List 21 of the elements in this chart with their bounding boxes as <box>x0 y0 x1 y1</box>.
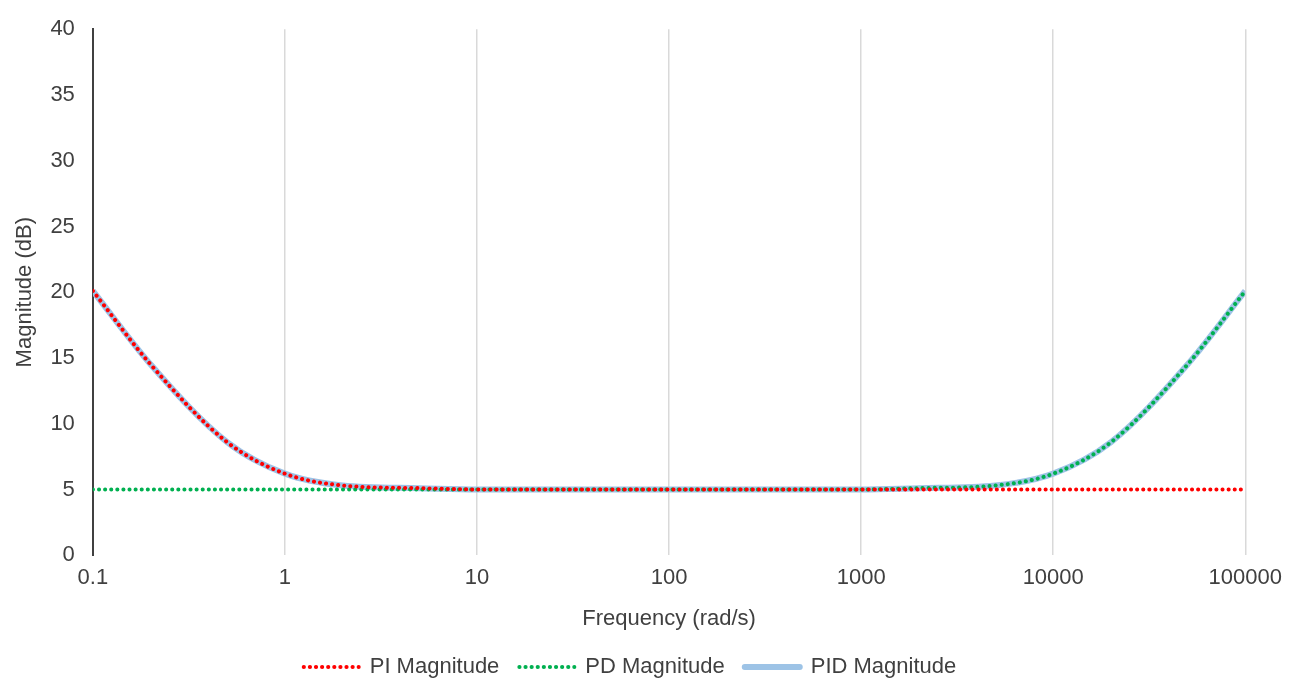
x-tick-label: 0.1 <box>77 564 109 590</box>
y-tick-label: 0 <box>62 541 75 567</box>
x-tick-label: 100000 <box>1208 564 1282 590</box>
x-tick-label: 10 <box>464 564 490 590</box>
x-tick-label: 100 <box>650 564 688 590</box>
legend-label: PID Magnitude <box>810 653 957 679</box>
x-tick-label: 10000 <box>1022 564 1084 590</box>
x-axis-title: Frequency (rad/s) <box>582 604 756 630</box>
y-tick-label: 40 <box>50 15 75 41</box>
y-tick-label: 10 <box>50 409 75 435</box>
y-tick-label: 25 <box>50 212 75 238</box>
legend-label: PI Magnitude <box>369 653 500 679</box>
y-axis-title: Magnitude (dB) <box>11 216 37 368</box>
y-tick-label: 20 <box>50 278 75 304</box>
y-tick-label: 15 <box>50 344 75 370</box>
x-tick-label: 1000 <box>836 564 886 590</box>
y-tick-label: 5 <box>62 475 75 501</box>
y-tick-label: 35 <box>50 81 75 107</box>
y-tick-label: 30 <box>50 146 75 172</box>
x-tick-label: 1 <box>278 564 292 590</box>
legend-label: PD Magnitude <box>585 653 725 679</box>
